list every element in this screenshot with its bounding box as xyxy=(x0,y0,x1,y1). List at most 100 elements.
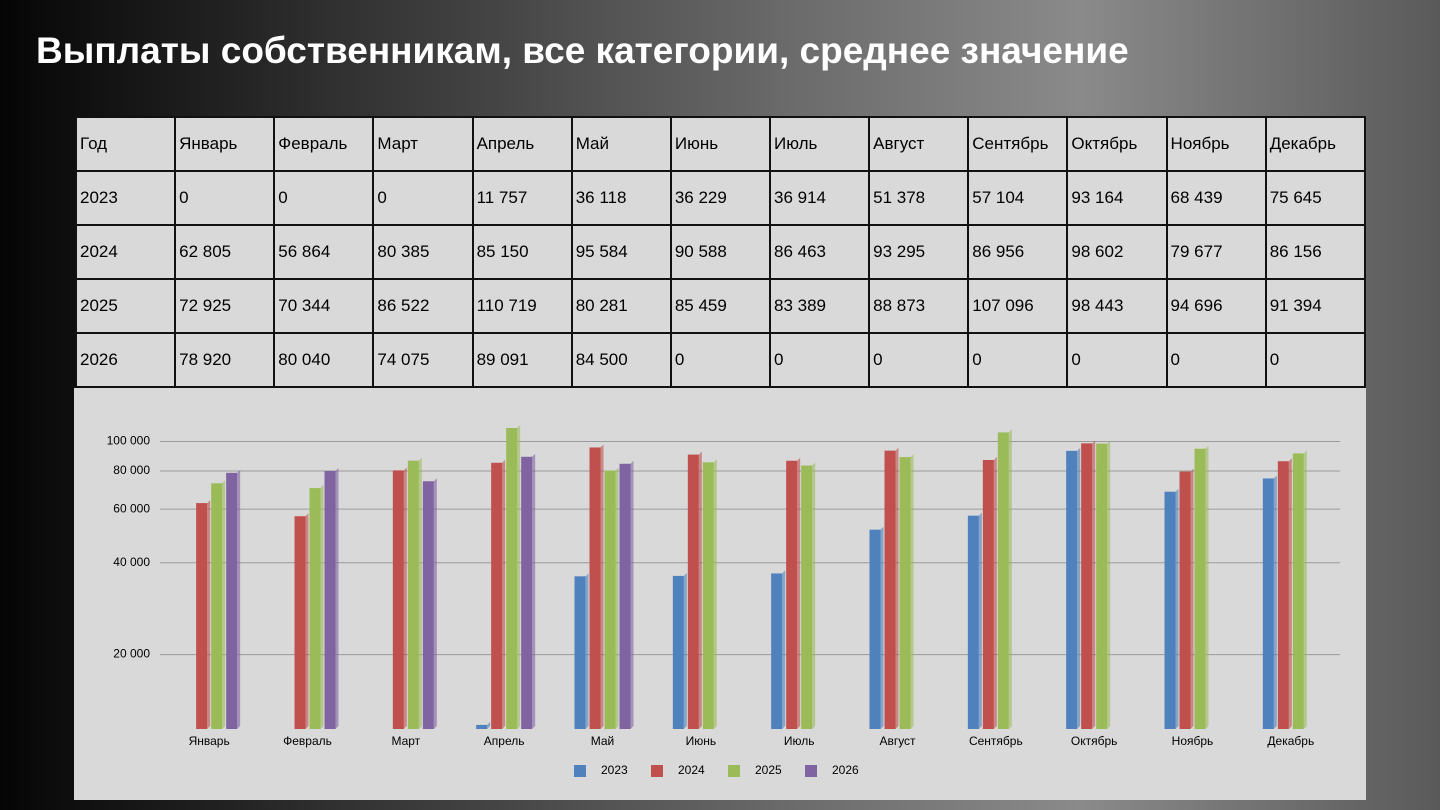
bar-side xyxy=(1107,440,1111,729)
bar xyxy=(1096,443,1108,729)
table-cell: 98 443 xyxy=(1066,278,1168,334)
x-tick-label: Январь xyxy=(189,734,230,748)
x-tick-label: Август xyxy=(879,734,916,748)
table-row: 2023 0 0 0 11 757 36 118 36 229 36 914 51 378 57 … xyxy=(74,170,1367,226)
bar xyxy=(967,515,979,729)
table-cell: 83 389 xyxy=(768,278,871,334)
table-cell: 2025 xyxy=(74,278,177,334)
table-cell: 0 xyxy=(868,332,970,388)
y-tick-label: 20 000 xyxy=(113,647,150,661)
bar-side xyxy=(320,485,324,729)
x-tick-label: Сентябрь xyxy=(969,734,1023,748)
legend-swatch xyxy=(728,765,740,777)
table-cell: 110 719 xyxy=(471,278,573,334)
table-cell: 90 588 xyxy=(669,224,771,280)
table-cell: 0 xyxy=(1165,332,1267,388)
table-cell: 56 864 xyxy=(273,224,375,280)
bar xyxy=(491,462,503,729)
table-cell: 62 805 xyxy=(174,224,276,280)
bar-side xyxy=(502,459,506,729)
table-cell: 0 xyxy=(1066,332,1168,388)
bar xyxy=(1277,461,1289,729)
bar xyxy=(869,529,881,729)
bar xyxy=(1081,443,1093,729)
slide-title: Выплаты собственникам, все категории, ср… xyxy=(36,30,1129,71)
bar xyxy=(619,463,631,729)
bar xyxy=(1179,471,1191,729)
bar xyxy=(997,432,1009,729)
bar-side xyxy=(600,444,604,729)
bar xyxy=(1292,453,1304,729)
table-cell: 98 602 xyxy=(1066,224,1168,280)
chart: 20 000 40 000 60 000 80 000 100 000 Январь Фев… xyxy=(74,388,1366,800)
table-cell: 80 281 xyxy=(570,278,672,334)
bar-side xyxy=(1190,468,1194,729)
bar-side xyxy=(993,456,997,729)
table-cell: 68 439 xyxy=(1165,170,1267,226)
y-tick-label: 80 000 xyxy=(113,463,150,477)
table-cell: 94 696 xyxy=(1165,278,1267,334)
table-cell: Август xyxy=(868,116,970,172)
bar-side xyxy=(895,447,899,729)
bar-side xyxy=(782,570,786,729)
table-cell: Год xyxy=(74,116,177,172)
bar xyxy=(309,488,321,729)
table-cell: Декабрь xyxy=(1264,116,1367,172)
bar xyxy=(324,470,336,729)
bar xyxy=(1262,478,1274,729)
bar-side xyxy=(207,500,211,729)
x-tick-label: Декабрь xyxy=(1267,734,1314,748)
bar xyxy=(604,470,616,729)
table-cell: 93 295 xyxy=(868,224,970,280)
bar xyxy=(294,516,306,729)
bar xyxy=(1194,448,1206,729)
bar xyxy=(211,483,223,729)
bar-side xyxy=(585,573,589,729)
table-cell: 2024 xyxy=(74,224,177,280)
bar-side xyxy=(1008,429,1012,729)
x-tick-label: Июль xyxy=(784,734,815,748)
bar xyxy=(226,472,238,729)
table-cell: 85 150 xyxy=(471,224,573,280)
data-table: Год Январь Февраль Март Апрель Май Июнь Июль Авг… xyxy=(74,116,1367,388)
table-cell: Сентябрь xyxy=(967,116,1069,172)
bar xyxy=(521,456,533,729)
table-cell: 0 xyxy=(768,332,871,388)
bar-side xyxy=(1175,488,1179,729)
bar xyxy=(1164,491,1176,729)
table-cell: 2023 xyxy=(74,170,177,226)
table-cell: Июль xyxy=(768,116,871,172)
table-cell: 78 920 xyxy=(174,332,276,388)
table-cell: 36 118 xyxy=(570,170,672,226)
bar-side xyxy=(880,526,884,729)
table-cell: 86 156 xyxy=(1264,224,1367,280)
bar-side xyxy=(1205,445,1209,729)
table-cell: 88 873 xyxy=(868,278,970,334)
table-cell: Апрель xyxy=(471,116,573,172)
bar-side xyxy=(1303,450,1307,729)
table-cell: 75 645 xyxy=(1264,170,1367,226)
x-tick-label: Май xyxy=(591,734,615,748)
bar-side xyxy=(487,721,491,729)
legend-label: 2024 xyxy=(678,763,705,777)
bar-side xyxy=(305,513,309,729)
bar-side xyxy=(698,451,702,729)
bar xyxy=(687,454,699,729)
table-cell: 57 104 xyxy=(967,170,1069,226)
table-cell: 70 344 xyxy=(273,278,375,334)
bar xyxy=(392,470,404,729)
legend-swatch xyxy=(805,765,817,777)
table-cell: Январь xyxy=(174,116,276,172)
chart-background xyxy=(74,388,1366,800)
table-cell: 0 xyxy=(273,170,375,226)
bar-side xyxy=(978,512,982,729)
table-cell: 51 378 xyxy=(868,170,970,226)
table-cell: 93 164 xyxy=(1066,170,1168,226)
bar-side xyxy=(335,467,339,729)
y-tick-label: 100 000 xyxy=(107,434,151,448)
bar xyxy=(982,459,994,729)
bar-side xyxy=(1273,475,1277,729)
table-cell: 11 757 xyxy=(471,170,573,226)
bar-side xyxy=(630,460,634,729)
bar xyxy=(801,465,813,729)
